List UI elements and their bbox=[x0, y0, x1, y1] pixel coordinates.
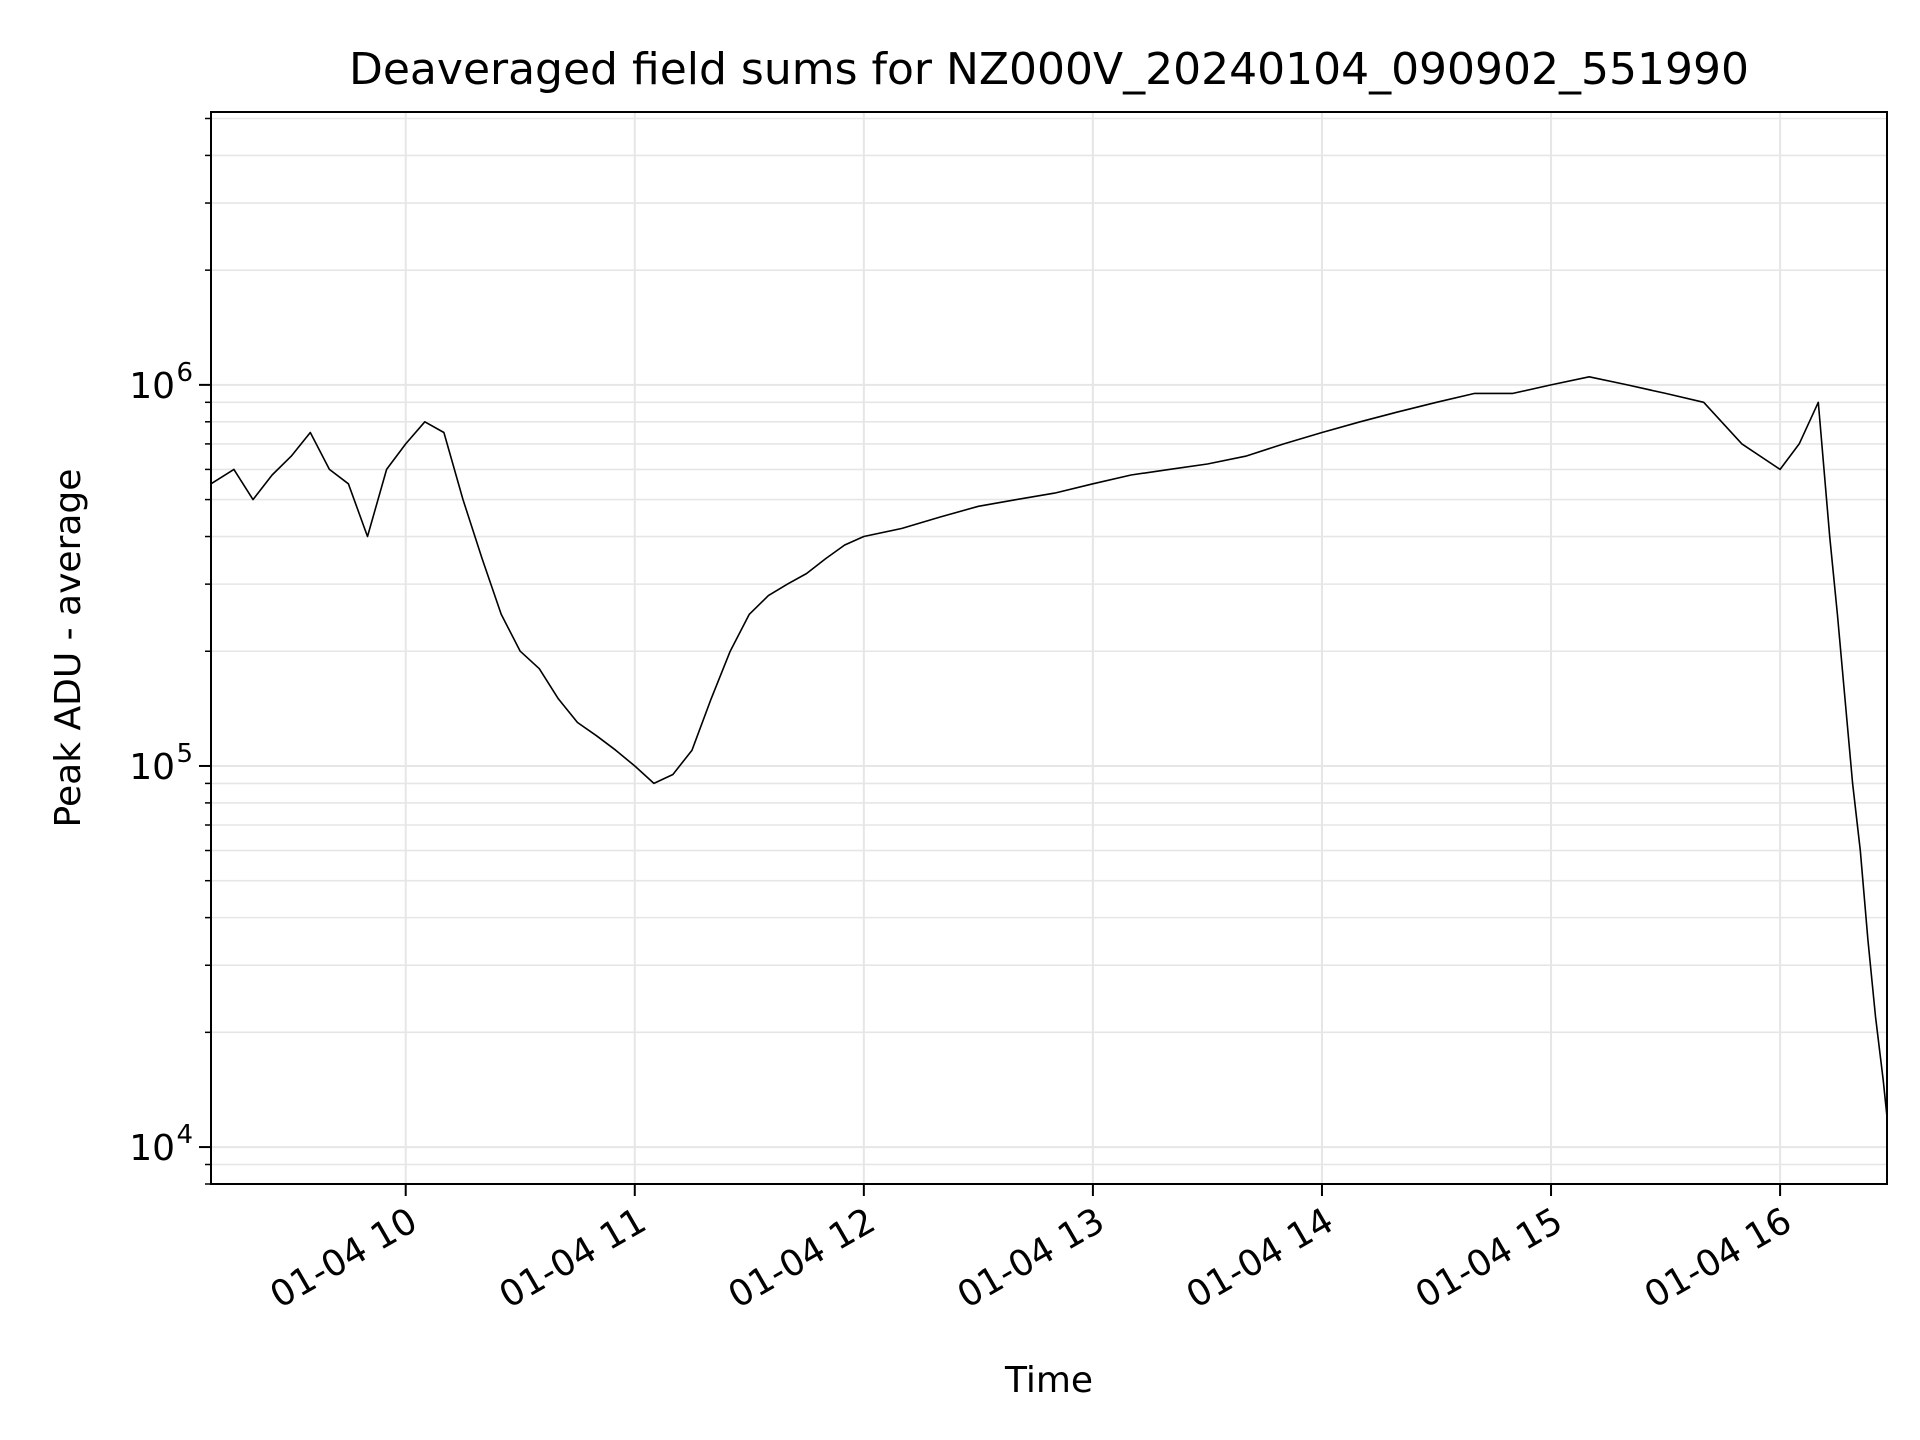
y-axis-label: Peak ADU - average bbox=[48, 469, 89, 828]
x-tick-label: 01-04 13 bbox=[951, 1200, 1112, 1316]
x-tick-label: 01-04 14 bbox=[1180, 1200, 1341, 1316]
grid bbox=[211, 112, 1887, 1185]
x-tick-label: 01-04 10 bbox=[264, 1200, 425, 1316]
plot-frame bbox=[210, 111, 1888, 1185]
x-axis: 01-04 10 01-04 11 01-04 12 01-04 13 01-04 14… bbox=[264, 1184, 1799, 1317]
x-axis-label: Time bbox=[1004, 1360, 1093, 1401]
y-tick-label: 10 bbox=[129, 1128, 175, 1169]
x-tick-label: 01-04 15 bbox=[1409, 1200, 1570, 1316]
x-tick-label: 01-04 16 bbox=[1638, 1200, 1799, 1316]
y-tick-label: 10 bbox=[129, 366, 175, 407]
y-tick-exponent: 4 bbox=[176, 1120, 193, 1150]
y-tick-exponent: 6 bbox=[176, 358, 193, 388]
y-tick-label: 10 bbox=[129, 747, 175, 788]
series-line bbox=[210, 375, 1888, 1117]
y-tick-exponent: 5 bbox=[176, 739, 193, 769]
data-series bbox=[210, 375, 1888, 1117]
x-tick-label: 01-04 12 bbox=[722, 1200, 883, 1316]
chart-title: Deaveraged field sums for NZ000V_2024010… bbox=[349, 44, 1749, 95]
x-tick-label: 01-04 11 bbox=[493, 1200, 654, 1316]
